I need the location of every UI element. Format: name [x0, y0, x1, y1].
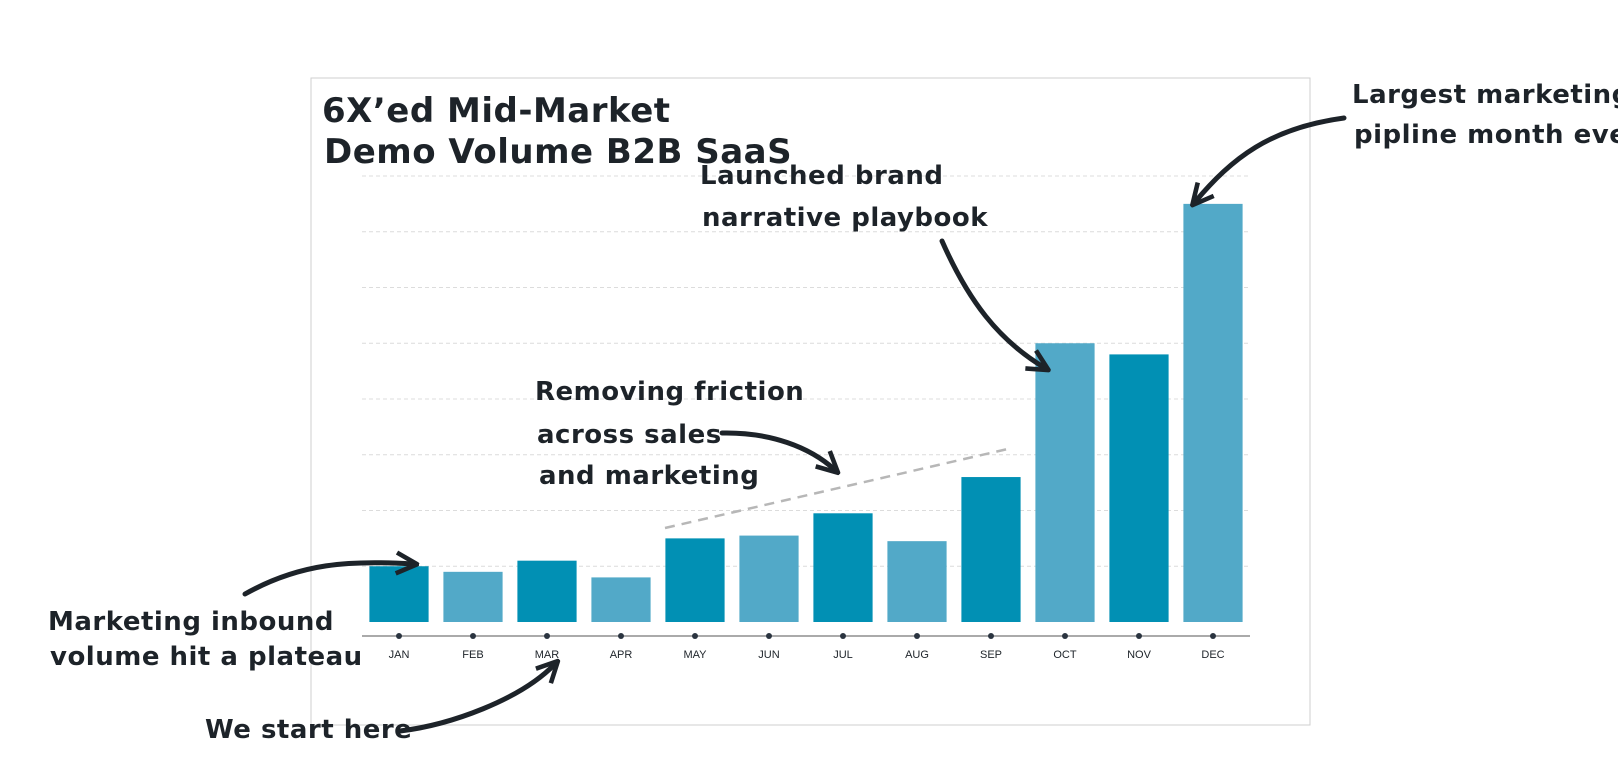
annotation-brand-line-1: Launched brand — [700, 161, 943, 191]
x-tick-label: SEP — [980, 649, 1002, 661]
annotation-plateau-line-2: volume hit a plateau — [50, 642, 363, 672]
x-tick-dot — [766, 633, 772, 639]
x-tick-label: OCT — [1053, 649, 1077, 661]
bar-dec — [1183, 203, 1243, 622]
bar-jul — [813, 513, 873, 622]
x-tick-dot — [692, 633, 698, 639]
bar-sep — [961, 477, 1021, 622]
x-tick-label: JUN — [758, 649, 779, 661]
bar-nov — [1109, 354, 1169, 622]
x-tick-label: FEB — [462, 649, 483, 661]
arrow-friction — [719, 430, 835, 470]
x-tick-dot — [914, 633, 920, 639]
x-tick-label: JUL — [833, 649, 853, 661]
x-tick-label: AUG — [905, 649, 929, 661]
x-tick-dot — [1062, 633, 1068, 639]
annotation-brand-line-2: narrative playbook — [702, 203, 988, 233]
annotation-largest-line-2: pipline month ever — [1354, 120, 1618, 150]
chart-title-line-2: Demo Volume B2B SaaS — [324, 132, 792, 172]
bar-feb — [443, 571, 503, 622]
chart-title-line-1: 6X’ed Mid-Market — [322, 91, 671, 131]
x-tick-dot — [618, 633, 624, 639]
annotation-plateau-line-1: Marketing inbound — [48, 607, 334, 637]
arrow-start — [397, 664, 555, 734]
x-tick-dot — [544, 633, 550, 639]
chart-title: 6X’ed Mid-Market Demo Volume B2B SaaS — [322, 91, 792, 172]
x-tick-label: MAR — [535, 649, 560, 661]
x-tick-label: APR — [610, 649, 633, 661]
bar-apr — [591, 577, 651, 622]
x-axis: JAN FEB MAR APR MAY JUN JUL AUG SEP OCT NOV DEC — [362, 633, 1250, 661]
annotation-largest-line-1: Largest marketing — [1352, 80, 1618, 110]
annotation-friction-line-1: Removing friction — [535, 377, 804, 407]
x-tick-dot — [840, 633, 846, 639]
trend-line — [664, 446, 1013, 530]
bar-jan — [369, 566, 429, 622]
annotation-brand: Launched brand narrative playbook — [700, 161, 988, 233]
annotation-start-line-1: We start here — [205, 715, 412, 745]
x-tick-dot — [470, 633, 476, 639]
x-tick-dot — [988, 633, 994, 639]
x-tick-dot — [396, 633, 402, 639]
annotation-largest: Largest marketing pipline month ever — [1352, 80, 1618, 150]
bar-oct — [1035, 343, 1095, 622]
bar-mar — [517, 560, 577, 622]
x-tick-dot — [1210, 633, 1216, 639]
annotation-friction-line-3: and marketing — [539, 461, 759, 491]
bar-may — [665, 538, 725, 622]
annotation-friction: Removing friction across sales and marke… — [535, 377, 814, 491]
annotation-start: We start here — [205, 715, 412, 745]
annotation-friction-line-2: across sales — [537, 420, 722, 450]
arrow-largest — [1195, 115, 1347, 202]
arrow-brand — [939, 238, 1045, 368]
gridlines — [362, 175, 1250, 567]
x-tick-label: JAN — [389, 649, 410, 661]
x-tick-dot — [1136, 633, 1142, 639]
bar-jun — [739, 535, 799, 622]
annotation-plateau: Marketing inbound volume hit a plateau — [48, 607, 363, 672]
x-tick-label: MAY — [683, 649, 707, 661]
x-tick-label: NOV — [1127, 649, 1152, 661]
bars — [369, 203, 1243, 622]
arrow-plateau — [242, 563, 413, 597]
bar-aug — [887, 541, 947, 622]
x-tick-label: DEC — [1201, 649, 1224, 661]
